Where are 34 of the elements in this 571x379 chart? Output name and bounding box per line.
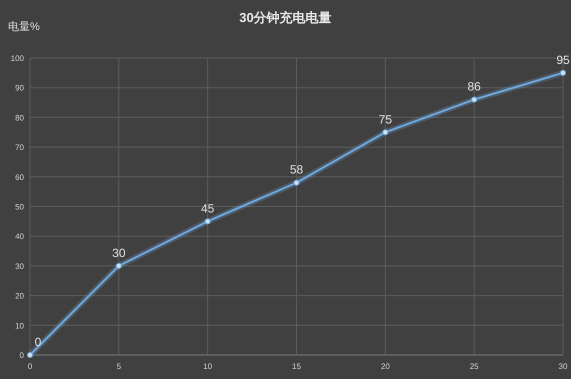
y-tick-label: 40 — [15, 232, 25, 242]
point — [471, 96, 478, 103]
y-axis-title: 电量% — [8, 20, 40, 33]
y-tick-label: 20 — [15, 292, 25, 301]
data-label: 95 — [556, 52, 570, 67]
y-tick-label: 50 — [15, 202, 25, 212]
data-label: 75 — [378, 112, 392, 126]
point — [204, 218, 211, 224]
x-tick-label: 5 — [116, 362, 122, 371]
x-tick-label: 10 — [203, 362, 213, 371]
point — [116, 262, 122, 269]
y-tick-label: 0 — [20, 351, 25, 360]
point — [382, 129, 388, 136]
y-tick-label: 100 — [10, 54, 25, 63]
y-tick-label: 90 — [15, 84, 25, 93]
point — [560, 70, 566, 76]
y-tick-label: 60 — [15, 172, 25, 182]
x-tick-label: 25 — [470, 362, 480, 371]
x-tick-label: 0 — [28, 362, 33, 371]
x-tick-label: 15 — [292, 362, 302, 371]
point — [27, 352, 33, 358]
data-label: 86 — [467, 80, 482, 94]
data-label: 58 — [290, 162, 304, 177]
y-tick-label: 80 — [15, 113, 25, 122]
x-tick-label: 20 — [380, 362, 390, 371]
y-tick-label: 30 — [15, 262, 25, 271]
data-label: 0 — [34, 335, 42, 349]
y-tick-label: 70 — [15, 143, 25, 152]
y-tick-label: 10 — [15, 321, 25, 330]
data-label: 30 — [112, 246, 126, 260]
point — [294, 180, 300, 186]
x-tick-label: 30 — [558, 362, 568, 371]
chart-title: 30分钟充电电量 — [239, 10, 332, 25]
data-label: 45 — [200, 201, 215, 216]
